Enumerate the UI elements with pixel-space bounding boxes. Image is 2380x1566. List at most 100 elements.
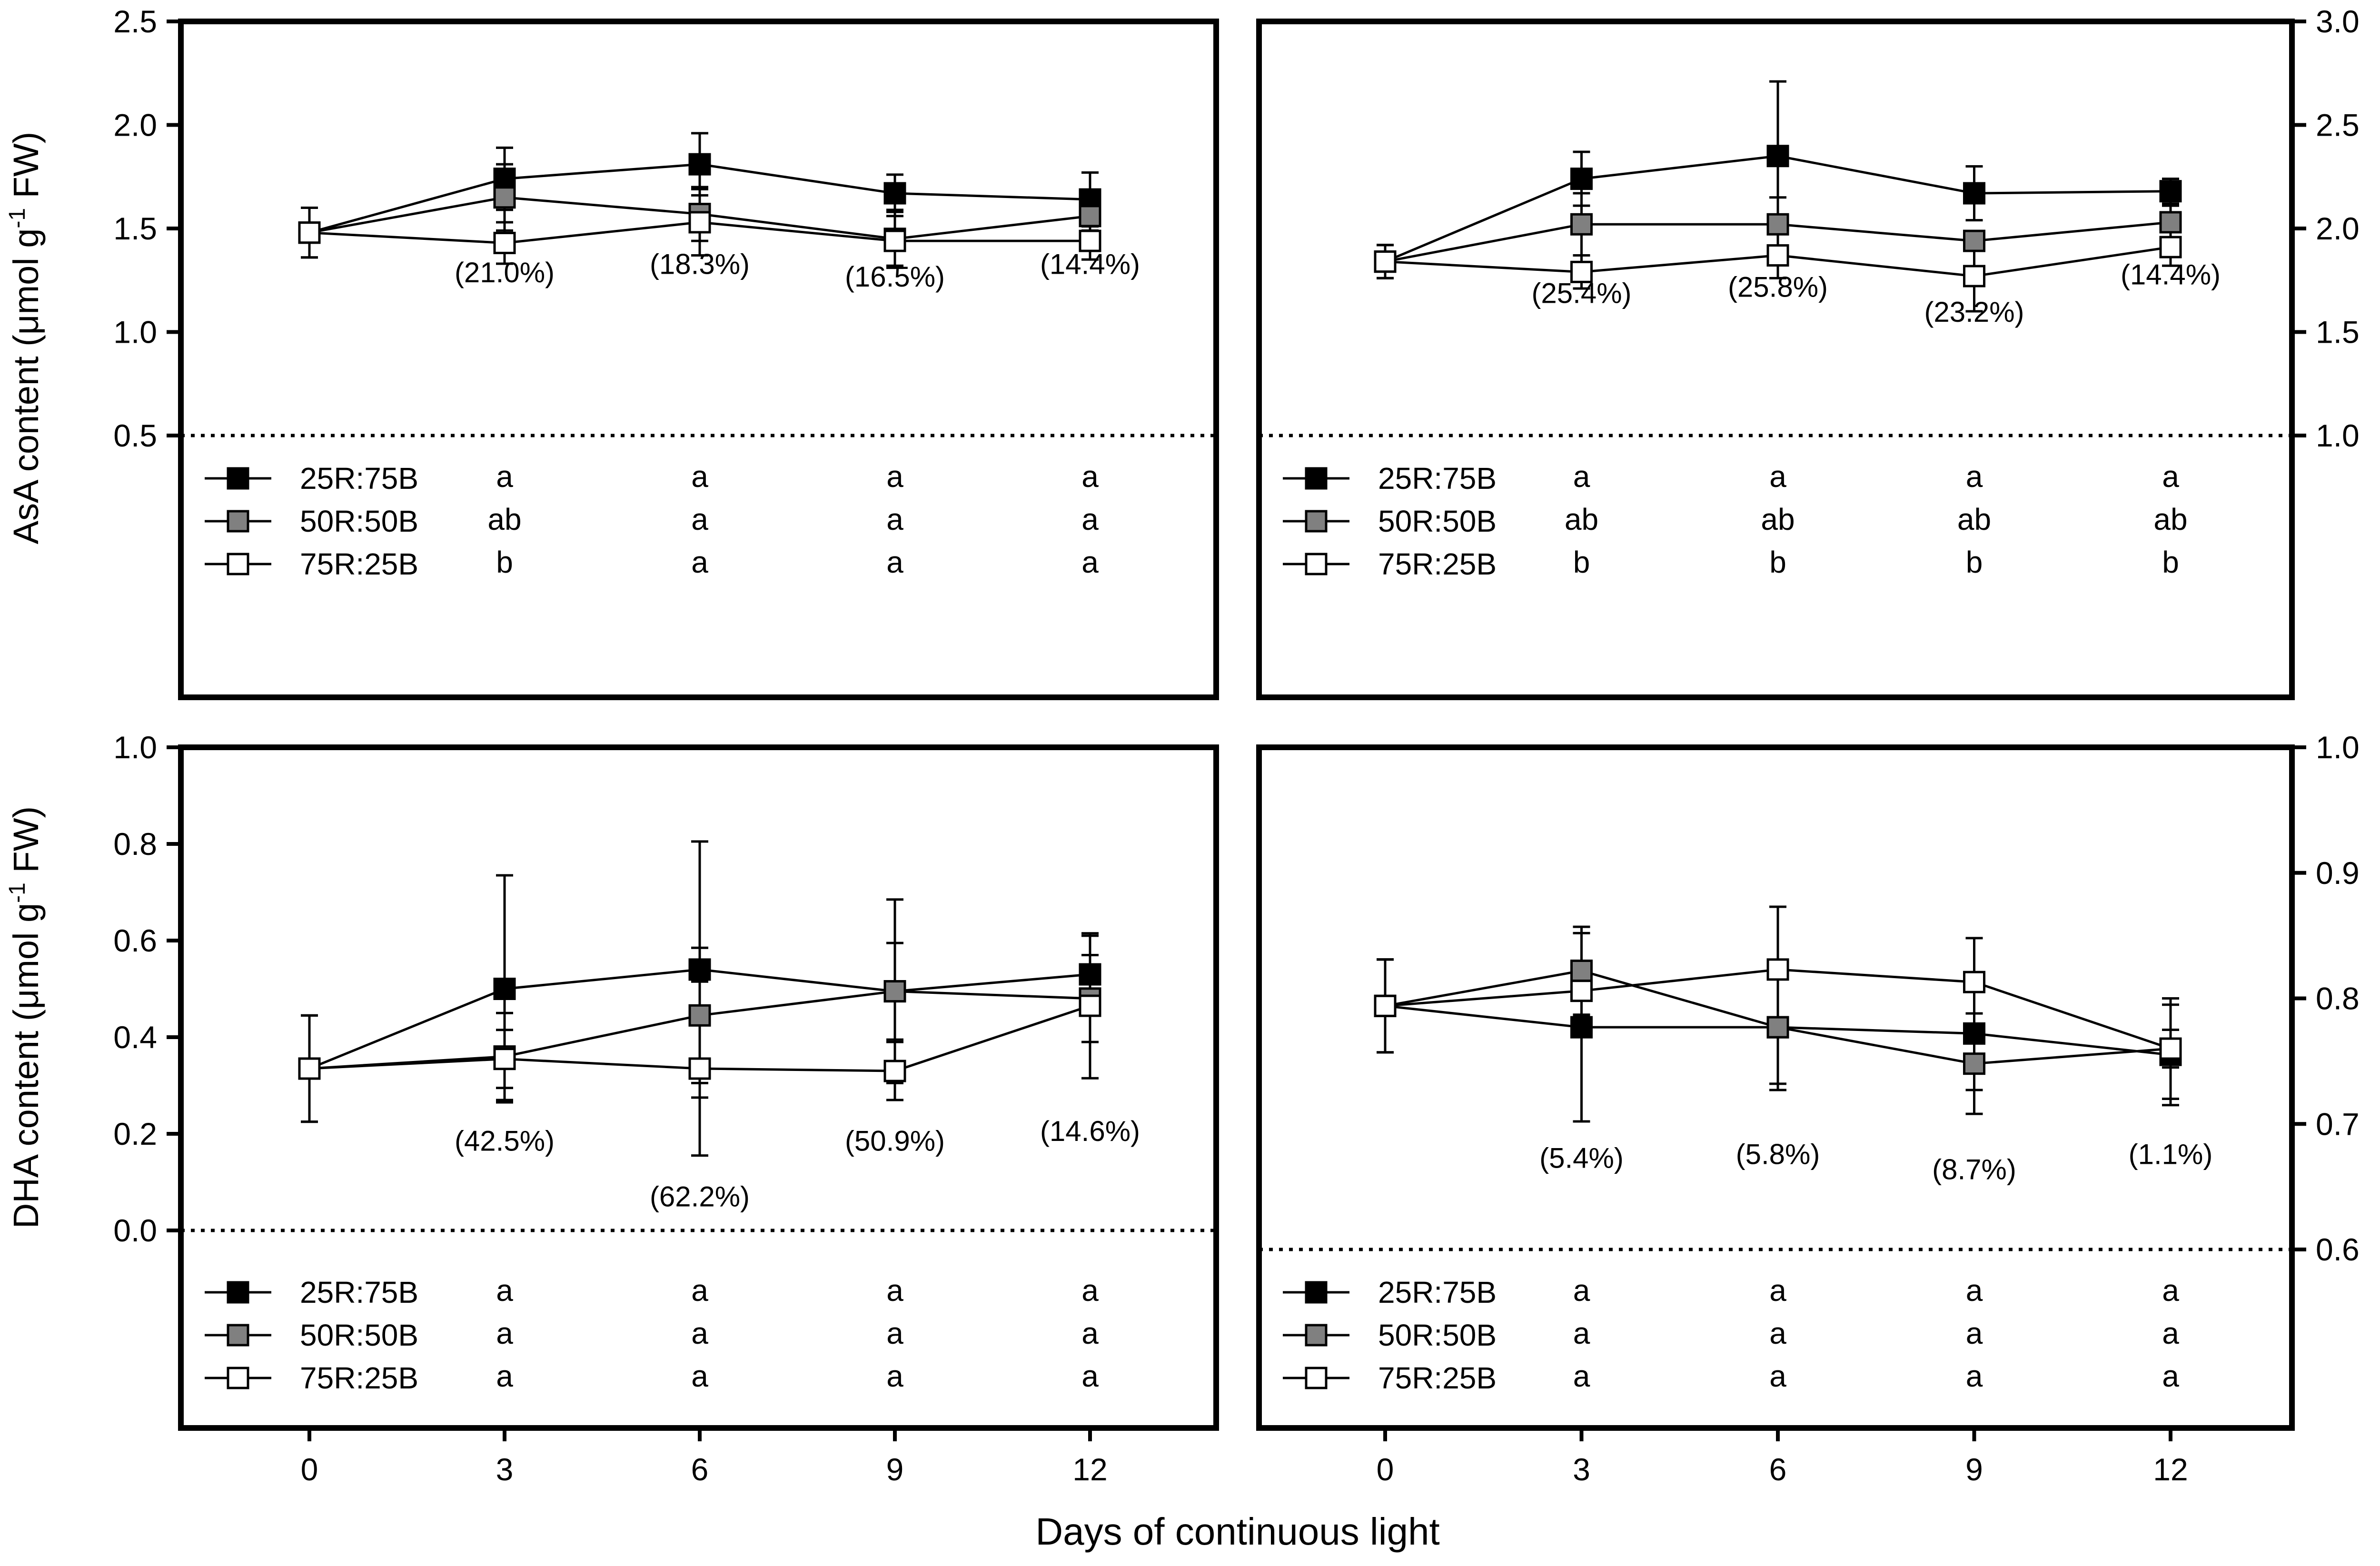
significance-letter: a xyxy=(1081,1273,1099,1308)
significance-letter: a xyxy=(886,459,903,494)
significance-letter: a xyxy=(1573,459,1590,494)
data-point xyxy=(1079,963,1101,986)
markers-75R:25B xyxy=(1374,236,2182,287)
data-point xyxy=(493,1048,516,1070)
data-point xyxy=(688,211,711,234)
percent-annotation: (5.4%) xyxy=(1539,1142,1624,1174)
significance-letter: a xyxy=(2162,1273,2179,1308)
significance-letter: ab xyxy=(2153,502,2187,536)
significance-letter: b xyxy=(2162,545,2179,579)
data-point xyxy=(1963,182,1985,205)
percent-annotation: (5.8%) xyxy=(1736,1139,1820,1170)
panel-frame xyxy=(1256,19,2295,700)
data-point xyxy=(1570,213,1593,236)
legend-marker xyxy=(1305,1281,1328,1304)
data-point xyxy=(493,186,516,209)
y-tick-label: 0.8 xyxy=(113,826,157,862)
data-point xyxy=(883,980,906,1003)
markers-75R:25B xyxy=(298,211,1101,254)
y-tick-label: 0.2 xyxy=(113,1116,157,1151)
x-tick-label: 6 xyxy=(691,1452,709,1487)
significance-letter: ab xyxy=(1565,502,1598,536)
markers-75R:25B xyxy=(298,994,1101,1082)
legend-label: 25R:75B xyxy=(300,461,418,496)
legend-marker xyxy=(227,467,249,490)
percent-annotation: (18.3%) xyxy=(650,248,750,280)
legend-marker xyxy=(1305,1367,1328,1389)
data-point xyxy=(2159,236,2182,258)
data-point xyxy=(298,221,321,244)
data-point xyxy=(1374,994,1397,1017)
data-point xyxy=(688,1004,711,1027)
significance-letter: a xyxy=(1081,1316,1099,1350)
x-tick-label: 9 xyxy=(1965,1452,1983,1487)
data-point xyxy=(1570,1016,1593,1039)
significance-letter: ab xyxy=(1957,502,1991,536)
significance-letter: a xyxy=(1081,459,1099,494)
significance-letter: a xyxy=(496,1316,513,1350)
significance-letter: a xyxy=(1081,1359,1099,1393)
x-tick-label: 0 xyxy=(301,1452,318,1487)
significance-letter: b xyxy=(1769,545,1786,579)
y-tick-label: 0.7 xyxy=(2316,1106,2360,1141)
data-point xyxy=(1963,229,1985,252)
legend-marker xyxy=(227,1324,249,1347)
significance-letter: a xyxy=(886,1316,903,1350)
data-point xyxy=(883,1060,906,1082)
significance-letter: a xyxy=(1081,545,1099,579)
data-point xyxy=(1570,980,1593,1002)
significance-letter: a xyxy=(496,1359,513,1393)
y-tick-label: 2.5 xyxy=(113,4,157,39)
significance-letter: b xyxy=(496,545,513,579)
y-tick-label: 0.4 xyxy=(113,1020,157,1055)
data-point xyxy=(2159,180,2182,203)
data-point xyxy=(493,978,516,1000)
x-tick-label: 12 xyxy=(1072,1452,1107,1487)
x-tick-label: 6 xyxy=(1769,1452,1787,1487)
legend-label: 25R:75B xyxy=(300,1275,418,1309)
y-tick-label: 1.0 xyxy=(2316,418,2360,453)
significance-letter: a xyxy=(1966,459,1983,494)
data-point xyxy=(1570,260,1593,283)
data-point xyxy=(1374,250,1397,273)
legend-label: 50R:50B xyxy=(1378,504,1497,538)
data-point xyxy=(883,229,906,252)
x-tick-label: 3 xyxy=(1573,1452,1590,1487)
data-point xyxy=(493,168,516,190)
significance-letter: a xyxy=(1966,1273,1983,1308)
significance-letter: a xyxy=(1573,1359,1590,1393)
significance-letter: a xyxy=(1769,1359,1786,1393)
y-axis-title: AsA content (μmol g-1 FW) xyxy=(5,132,46,545)
legend-label: 75R:25B xyxy=(300,1361,418,1395)
data-point xyxy=(1766,244,1789,267)
significance-letter: a xyxy=(1081,502,1099,536)
y-tick-label: 0.9 xyxy=(2316,855,2360,891)
data-point xyxy=(1079,205,1101,228)
significance-letter: a xyxy=(1769,459,1786,494)
panel-frame xyxy=(1256,744,2295,1431)
significance-letter: a xyxy=(1769,1316,1786,1350)
percent-annotation: (8.7%) xyxy=(1932,1153,2016,1185)
significance-letter: a xyxy=(886,1359,903,1393)
legend-marker xyxy=(1305,467,1328,490)
y-tick-label: 1.0 xyxy=(113,730,157,765)
significance-letter: a xyxy=(2162,1316,2179,1350)
data-point xyxy=(1079,229,1101,252)
legend-label: 75R:25B xyxy=(1378,547,1497,581)
y-tick-label: 1.0 xyxy=(113,315,157,350)
y-tick-label: 2.0 xyxy=(113,108,157,143)
significance-letter: a xyxy=(2162,1359,2179,1393)
data-point xyxy=(688,153,711,176)
y-tick-label: 0.6 xyxy=(2316,1232,2360,1267)
x-tick-label: 3 xyxy=(496,1452,514,1487)
significance-letter: a xyxy=(496,459,513,494)
y-tick-label: 3.0 xyxy=(2316,4,2360,39)
significance-letter: b xyxy=(1966,545,1983,579)
y-tick-label: 0.5 xyxy=(113,418,157,453)
significance-letter: ab xyxy=(1761,502,1795,536)
data-point xyxy=(2159,1037,2182,1060)
percent-annotation: (25.4%) xyxy=(1531,278,1631,309)
data-point xyxy=(1963,265,1985,287)
y-tick-label: 1.5 xyxy=(2316,315,2360,350)
